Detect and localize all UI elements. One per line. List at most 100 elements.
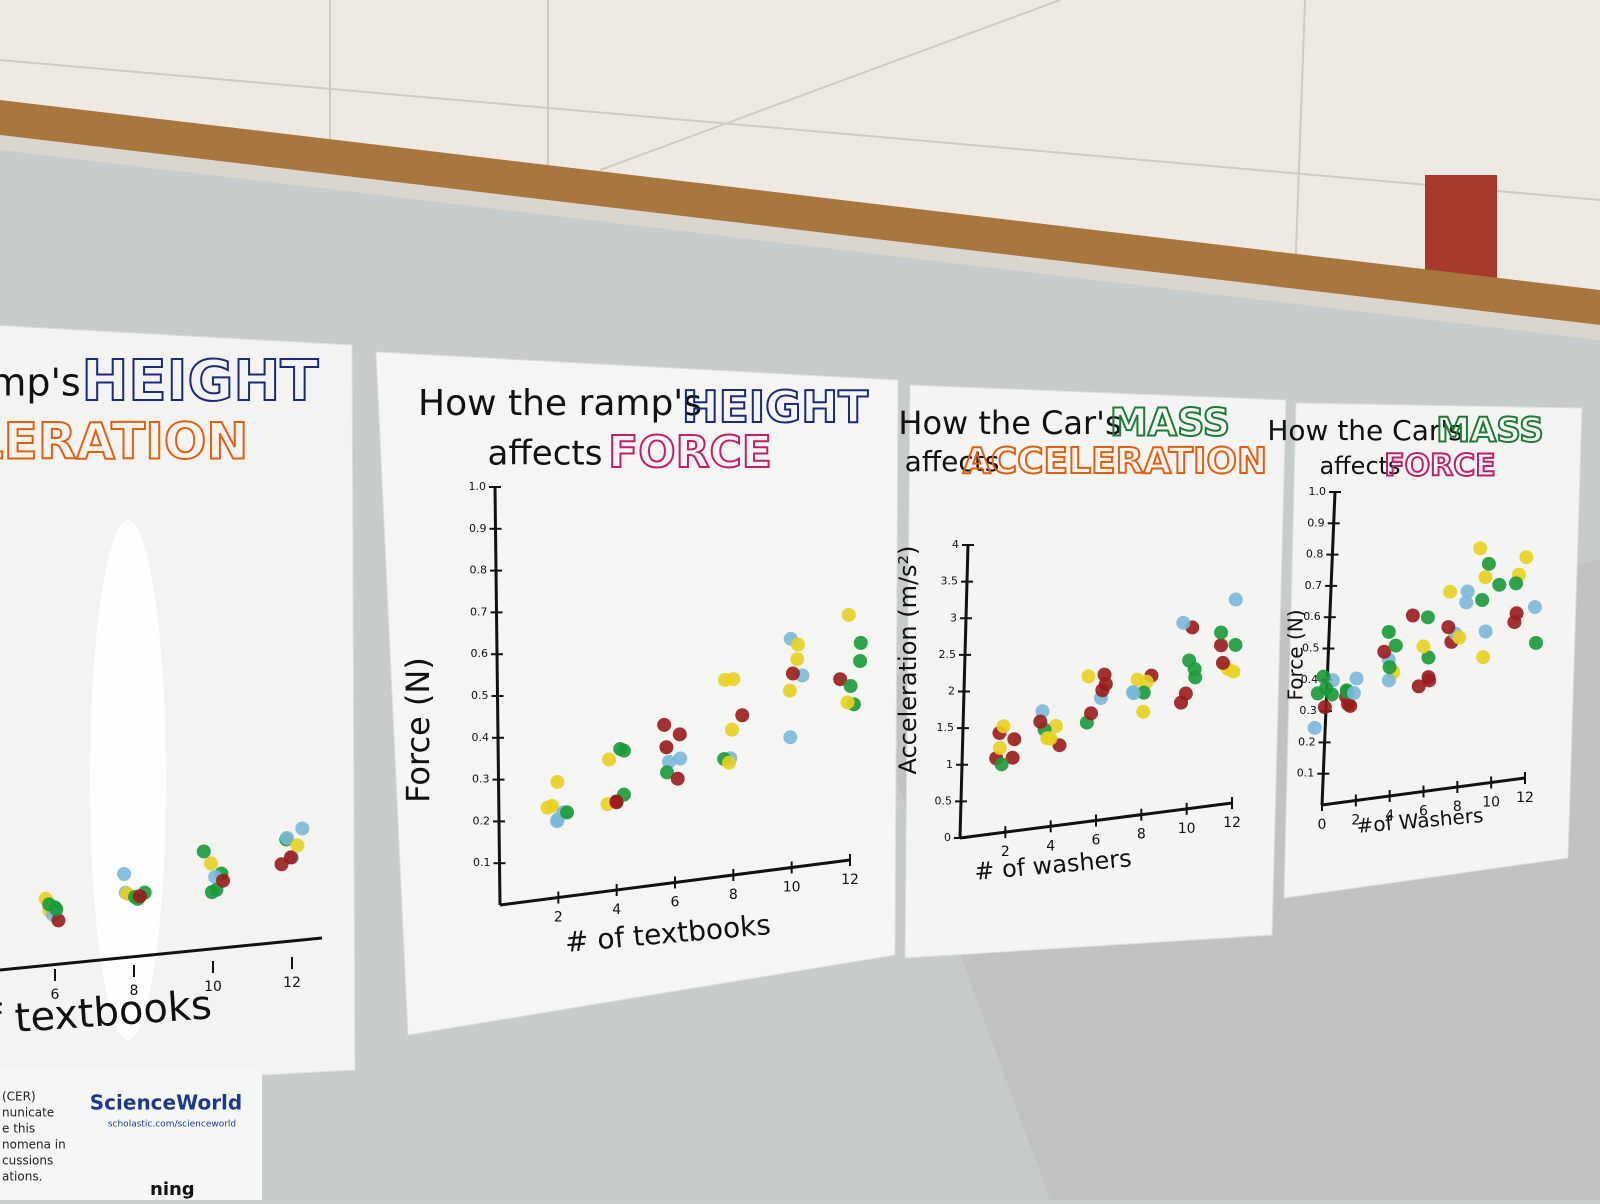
sticker-dot — [722, 755, 737, 770]
y-tick-label: 0.8 — [470, 564, 488, 577]
sticker-dot — [670, 771, 685, 786]
sticker-dot — [726, 672, 741, 687]
sticker-dot — [295, 821, 310, 836]
sticker-dot — [1519, 550, 1534, 565]
sticker-dot — [1081, 669, 1096, 684]
y-axis-label: Force (N) — [1284, 609, 1308, 700]
sticker-dot — [1178, 686, 1193, 701]
sticker-dot — [279, 830, 294, 845]
sticker-dot — [1214, 625, 1229, 640]
sticker-dot — [833, 672, 848, 687]
sticker-dot — [1214, 638, 1229, 653]
y-axis-label: Force (N) — [399, 657, 437, 803]
y-tick-label: 0.5 — [935, 794, 953, 807]
x-tick-label: 10 — [783, 880, 801, 896]
sticker-dot — [117, 867, 132, 882]
x-tick-label: 6 — [1092, 833, 1101, 849]
sticker-dot — [994, 757, 1009, 772]
poster-title: FORCE — [1384, 449, 1496, 484]
sticker-dot — [216, 873, 231, 888]
sticker-dot — [1405, 608, 1420, 623]
poster-title: MASS — [1436, 411, 1544, 451]
sticker-dot — [550, 774, 565, 789]
sticker-dot — [1416, 639, 1431, 654]
sticker-dot — [657, 717, 672, 732]
flyer-text: ations. — [2, 1170, 42, 1184]
y-tick-label: 0.5 — [1302, 642, 1320, 655]
y-tick-label: 2.5 — [939, 648, 957, 661]
y-tick-label: 0.7 — [470, 605, 488, 618]
sticker-dot — [1528, 635, 1543, 650]
ceiling — [0, 0, 1600, 300]
y-tick-label: 0.7 — [1305, 579, 1323, 592]
x-tick-label: 8 — [130, 983, 139, 999]
x-tick-label: 6 — [1419, 804, 1428, 820]
y-tick-label: 1 — [946, 758, 953, 771]
poster — [375, 351, 899, 1036]
x-tick-label: 10 — [1178, 821, 1196, 837]
sticker-dot — [1349, 671, 1364, 686]
poster — [0, 325, 356, 1090]
y-tick-label: 1.0 — [1309, 485, 1327, 498]
sticker-dot — [1228, 592, 1243, 607]
poster-title: HEIGHT — [682, 382, 868, 433]
rail-shadow — [0, 135, 1600, 340]
x-tick-label: 12 — [1223, 815, 1241, 831]
sticker-dot — [1527, 600, 1542, 615]
y-tick-label: 0.8 — [1306, 548, 1324, 561]
sticker-dot — [133, 889, 148, 904]
flyer-text: nomena in — [2, 1138, 66, 1152]
sticker-dot — [274, 857, 289, 872]
sticker-dot — [659, 740, 674, 755]
y-tick-label: 0 — [944, 831, 951, 844]
y-tick-label: 3.5 — [941, 575, 959, 588]
sticker-dot — [1475, 593, 1490, 608]
sticker-dot — [992, 740, 1007, 755]
sticker-dot — [1317, 700, 1332, 715]
sticker-dot — [660, 765, 675, 780]
flyer-url: scholastic.com/scienceworld — [108, 1120, 236, 1130]
sticker-dot — [1316, 669, 1331, 684]
y-tick-label: 0.1 — [473, 856, 491, 869]
sticker-dot — [1007, 732, 1022, 747]
x-tick-label: 8 — [729, 887, 738, 903]
sticker-dot — [1136, 704, 1151, 719]
flyer-footer: ning — [150, 1179, 195, 1200]
y-tick-label: 1.5 — [937, 721, 955, 734]
sticker-dot — [1095, 683, 1110, 698]
y-tick-label: 0.5 — [471, 689, 489, 702]
sticker-dot — [782, 683, 797, 698]
sticker-dot — [996, 719, 1011, 734]
y-tick-label: 0.4 — [1301, 673, 1319, 686]
x-tick-label: 4 — [612, 902, 621, 918]
flyer — [0, 1070, 262, 1200]
sticker-dot — [1084, 706, 1099, 721]
poster-title: mp's — [0, 361, 81, 405]
sticker-dot — [853, 635, 868, 650]
x-tick-label: 12 — [283, 975, 301, 991]
y-axis-label: Acceleration (m/s²) — [894, 545, 922, 774]
sticker-dot — [853, 653, 868, 668]
sticker-dot — [1136, 685, 1151, 700]
sticker-dot — [840, 695, 855, 710]
y-tick-label: 0.9 — [469, 522, 487, 535]
y-tick-label: 3 — [950, 611, 957, 624]
sticker-dot — [1473, 541, 1488, 556]
poster — [904, 384, 1287, 959]
sticker-dot — [290, 838, 305, 853]
poster-title: MASS — [1110, 401, 1230, 445]
poster — [1283, 402, 1583, 899]
sun-glare — [90, 520, 166, 1040]
y-tick-label: 1.0 — [469, 480, 487, 493]
y-tick-label: 0.3 — [1299, 704, 1317, 717]
y-tick-label: 0.2 — [473, 814, 491, 827]
sticker-dot — [1492, 577, 1507, 592]
x-tick-label: 4 — [1385, 808, 1394, 824]
poster-title: HEIGHT — [82, 349, 319, 414]
sticker-dot — [1509, 576, 1524, 591]
sticker-dot — [1139, 674, 1154, 689]
x-tick-label: 8 — [1137, 827, 1146, 843]
sticker-dot — [672, 727, 687, 742]
sticker-dot — [1421, 650, 1436, 665]
x-axis — [0, 936, 323, 972]
